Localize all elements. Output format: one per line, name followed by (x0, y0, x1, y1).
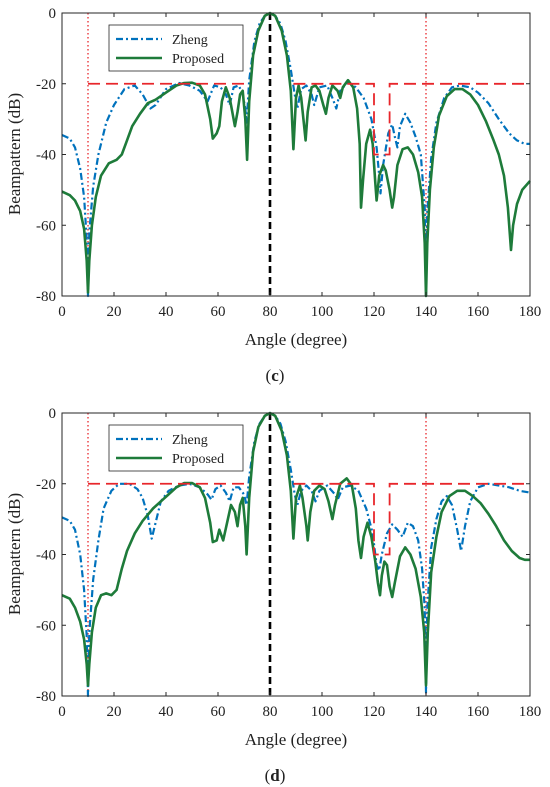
y-axis-title: Beampattern (dB) (5, 493, 24, 615)
panel-caption-letter: c (271, 366, 279, 385)
legend-label-zheng: Zheng (172, 33, 208, 48)
legend: Zheng Proposed (108, 424, 244, 472)
x-tick-label: 0 (58, 704, 66, 720)
legend-label-zheng: Zheng (172, 433, 208, 448)
tick-labels: 0 20 40 60 80 100 120 140 160 180 0 -20 -40 -60 -80 (36, 6, 541, 320)
panel-caption: (c) (266, 366, 285, 385)
legend-box (108, 424, 244, 472)
x-axis-title: Angle (degree) (245, 730, 347, 749)
y-tick-label: -20 (36, 77, 56, 93)
y-tick-label: -80 (36, 289, 56, 305)
x-tick-label: 180 (519, 304, 542, 320)
y-tick-label: -60 (36, 618, 56, 634)
panel-caption-letter: d (270, 766, 280, 785)
x-tick-label: 0 (58, 304, 66, 320)
x-tick-label: 180 (519, 704, 542, 720)
y-axis-title: Beampattern (dB) (5, 93, 24, 215)
chart-panel-c: 0 20 40 60 80 100 120 140 160 180 0 -20 -40 -60 -80 Zh… (5, 6, 541, 385)
chart-marks (61, 11, 531, 298)
x-tick-label: 100 (311, 704, 334, 720)
x-tick-label: 40 (159, 704, 174, 720)
chart-marks (61, 411, 531, 698)
x-tick-label: 60 (211, 304, 226, 320)
sidelobe-mask-right (293, 82, 530, 156)
x-tick-label: 80 (263, 304, 278, 320)
x-tick-label: 120 (363, 304, 386, 320)
panel-caption: (d) (265, 766, 286, 785)
x-tick-label: 120 (363, 704, 386, 720)
x-tick-label: 140 (415, 304, 438, 320)
y-tick-label: -40 (36, 148, 56, 164)
legend-box (108, 24, 244, 72)
y-tick-label: 0 (49, 406, 57, 422)
sidelobe-mask-right (293, 482, 530, 556)
legend-label-proposed: Proposed (172, 452, 224, 467)
x-tick-label: 20 (107, 304, 122, 320)
x-tick-label: 40 (159, 304, 174, 320)
x-axis-title: Angle (degree) (245, 330, 347, 349)
x-tick-label: 140 (415, 704, 438, 720)
x-tick-label: 160 (467, 704, 490, 720)
y-tick-label: -60 (36, 218, 56, 234)
chart-panel-d: 0 20 40 60 80 100 120 140 160 180 0 -20 -40 -60 -80 Zh… (5, 406, 541, 785)
series-line-proposed (61, 411, 530, 687)
x-tick-label: 100 (311, 304, 334, 320)
x-tick-label: 60 (211, 704, 226, 720)
tick-labels: 0 20 40 60 80 100 120 140 160 180 0 -20 -40 -60 -80 (36, 406, 541, 720)
y-tick-label: 0 (49, 6, 57, 22)
x-tick-label: 160 (467, 304, 490, 320)
y-tick-label: -40 (36, 548, 56, 564)
y-tick-label: -20 (36, 477, 56, 493)
x-tick-label: 20 (107, 704, 122, 720)
legend-label-proposed: Proposed (172, 52, 224, 67)
x-tick-label: 80 (263, 704, 278, 720)
legend: Zheng Proposed (108, 24, 244, 72)
y-tick-label: -80 (36, 689, 56, 705)
series-line-proposed (61, 11, 531, 298)
series-line-zheng (61, 411, 531, 698)
